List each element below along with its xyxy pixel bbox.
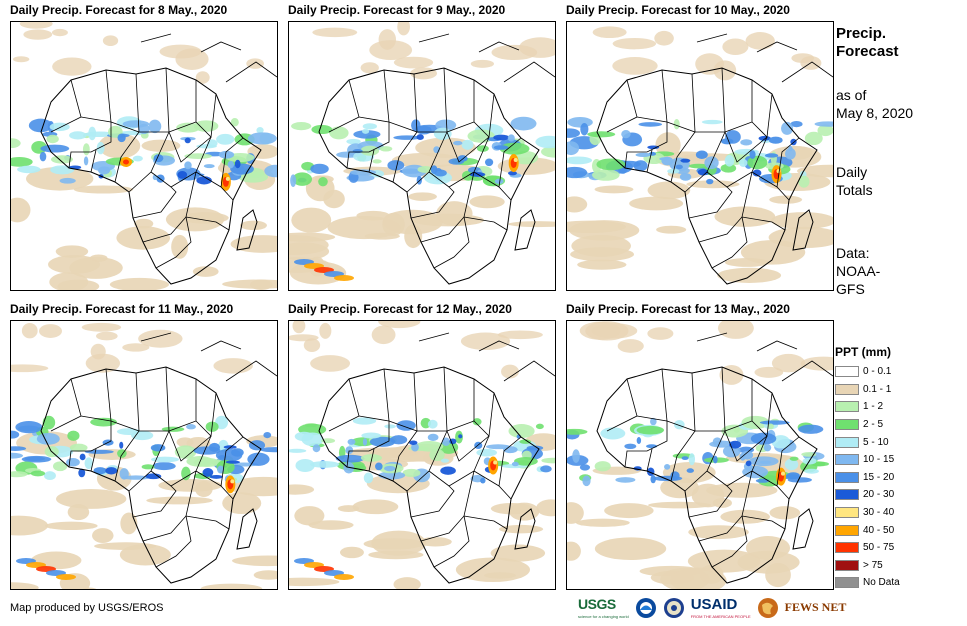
africa-map	[10, 21, 278, 291]
usgs-tagline: science for a changing world	[578, 614, 629, 619]
legend-item: No Data	[835, 574, 900, 592]
africa-map	[566, 21, 834, 291]
legend-swatch	[835, 542, 859, 554]
data-source: Data: NOAA- GFS	[836, 244, 880, 298]
legend-item: 0.1 - 1	[835, 381, 900, 399]
forecast-title-line1: Precip.	[836, 25, 887, 42]
legend-swatch	[835, 401, 859, 413]
legend-label: 30 - 40	[863, 507, 895, 519]
precip-map	[567, 26, 833, 285]
legend-item: 30 - 40	[835, 504, 900, 522]
legend-swatch	[835, 507, 859, 519]
legend-item: 1 - 2	[835, 398, 900, 416]
legend-swatch	[835, 524, 859, 536]
legend-swatch	[835, 366, 859, 378]
legend-swatch	[835, 454, 859, 466]
as-of-date: as of May 8, 2020	[836, 86, 913, 122]
legend-item: 0 - 0.1	[835, 363, 900, 381]
legend-swatch	[835, 471, 859, 483]
legend-swatch	[835, 577, 859, 589]
noaa-seal-icon	[635, 597, 656, 618]
precip-map	[11, 22, 277, 290]
legend-label: 20 - 30	[863, 489, 895, 501]
africa-map	[288, 320, 556, 590]
precip-map	[567, 321, 833, 589]
partner-logos: USGS science for a changing world USAID …	[578, 596, 846, 619]
dos-seal-icon	[663, 597, 684, 618]
legend-label: 15 - 20	[863, 471, 895, 483]
legend-swatch	[835, 383, 859, 395]
panel-title: Daily Precip. Forecast for 9 May., 2020	[288, 3, 506, 17]
panel-title: Daily Precip. Forecast for 13 May., 2020	[566, 302, 790, 316]
legend-label: 1 - 2	[863, 401, 884, 413]
as-of-value: May 8, 2020	[836, 105, 914, 121]
precip-map	[289, 321, 555, 589]
legend-label: 50 - 75	[863, 542, 895, 554]
data-source-line3: GFS	[836, 281, 865, 297]
africa-map	[566, 320, 834, 590]
footer-credit: Map produced by USGS/EROS	[10, 602, 164, 614]
fews-globe-icon	[757, 597, 778, 618]
forecast-title: Precip. Forecast	[836, 25, 899, 61]
totals-line2: Totals	[836, 182, 873, 198]
legend-title: PPT (mm)	[835, 345, 892, 359]
legend-item: 5 - 10	[835, 433, 900, 451]
africa-map	[10, 320, 278, 590]
legend: PPT (mm) 0 - 0.1 0.1 - 1 1 - 2 2 - 5 5 - 10 1…	[835, 345, 900, 592]
legend-items: 0 - 0.1 0.1 - 1 1 - 2 2 - 5 5 - 10 10 - 15 15 …	[835, 363, 900, 592]
precip-map	[11, 322, 277, 589]
usaid-tagline: FROM THE AMERICAN PEOPLE	[690, 614, 751, 619]
legend-label: 0.1 - 1	[863, 383, 892, 395]
africa-map	[288, 21, 556, 291]
legend-swatch	[835, 489, 859, 501]
precip-map	[289, 22, 555, 285]
usgs-logo-text: USGS	[578, 596, 616, 612]
legend-item: 2 - 5	[835, 416, 900, 434]
legend-label: 0 - 0.1	[863, 366, 892, 378]
data-source-line1: Data:	[836, 245, 870, 261]
totals-label: Daily Totals	[836, 163, 873, 199]
usgs-logo: USGS science for a changing world	[578, 596, 629, 619]
legend-swatch	[835, 559, 859, 571]
legend-item: > 75	[835, 557, 900, 575]
panel-title: Daily Precip. Forecast for 12 May., 2020	[288, 302, 512, 316]
legend-item: 40 - 50	[835, 521, 900, 539]
fews-net-logo-text: FEWS NET	[784, 600, 847, 614]
panel-title: Daily Precip. Forecast for 8 May., 2020	[10, 3, 228, 17]
legend-item: 15 - 20	[835, 469, 900, 487]
legend-swatch	[835, 419, 859, 431]
data-source-line2: NOAA-	[836, 263, 881, 279]
panel-title: Daily Precip. Forecast for 11 May., 2020	[10, 302, 234, 316]
legend-item: 20 - 30	[835, 486, 900, 504]
usaid-logo: USAID FROM THE AMERICAN PEOPLE	[691, 596, 751, 619]
legend-label: No Data	[863, 577, 900, 589]
legend-label: 10 - 15	[863, 454, 895, 466]
legend-swatch	[835, 436, 859, 448]
legend-label: 2 - 5	[863, 419, 884, 431]
as-of-label: as of	[836, 87, 867, 103]
totals-line1: Daily	[836, 164, 868, 180]
legend-label: 40 - 50	[863, 524, 895, 536]
legend-item: 50 - 75	[835, 539, 900, 557]
legend-label: 5 - 10	[863, 436, 889, 448]
legend-label: > 75	[863, 559, 883, 571]
legend-item: 10 - 15	[835, 451, 900, 469]
forecast-title-line2: Forecast	[836, 43, 899, 60]
usaid-logo-text: USAID	[690, 596, 738, 613]
panel-title: Daily Precip. Forecast for 10 May., 2020	[566, 3, 790, 17]
